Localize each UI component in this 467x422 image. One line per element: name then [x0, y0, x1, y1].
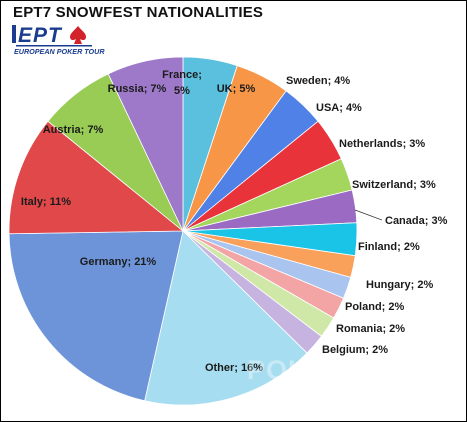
pie-label-netherlands: Netherlands; 3% [339, 138, 425, 150]
pie-label-italy: Italy; 11% [21, 196, 71, 208]
pie-label-canada: Canada; 3% [385, 215, 448, 227]
pie-label-russia: Russia; 7% [108, 83, 167, 95]
pie-label-sweden: Sweden; 4% [286, 75, 350, 87]
pie-label-usa: USA; 4% [316, 102, 362, 114]
pie-label-other: Other; 16% [205, 362, 263, 374]
pie-label-hungary: Hungary; 2% [366, 279, 433, 291]
pie-slice-italy [8, 120, 185, 235]
pie-label-austria: Austria; 7% [43, 124, 104, 136]
pie-slice-other [144, 230, 308, 406]
pie-slice-germany [8, 230, 184, 402]
ept-logo: EPT EUROPEAN POKER TOUR [12, 24, 105, 56]
pie-label-france: France; 5% [162, 69, 202, 97]
pie-label-germany: Germany; 21% [80, 256, 157, 268]
pie-label-romania: Romania; 2% [336, 323, 405, 335]
pie-label-finland: Finland; 2% [358, 241, 420, 253]
canada-leader-line [354, 209, 383, 221]
pie-label-uk: UK; 5% [217, 83, 256, 95]
pie-label-switzerland: Switzerland; 3% [352, 179, 436, 191]
chart-title: EPT7 SNOWFEST NATIONALITIES [13, 4, 264, 21]
ept-logo-mark: EPT [18, 24, 63, 47]
pie-label-belgium: Belgium; 2% [322, 344, 388, 356]
pie-labels: France; 5% UK; 5% Sweden; 4% USA; 4% Netherla… [21, 69, 448, 374]
pie-label-poland: Poland; 2% [345, 301, 405, 313]
pokernews-watermark: POKERNEWS [247, 355, 434, 385]
spade-icon [70, 26, 86, 44]
pie-slices [8, 56, 358, 406]
pie-slice-russia [107, 56, 184, 232]
ept-logo-tagline: EUROPEAN POKER TOUR [14, 47, 105, 56]
